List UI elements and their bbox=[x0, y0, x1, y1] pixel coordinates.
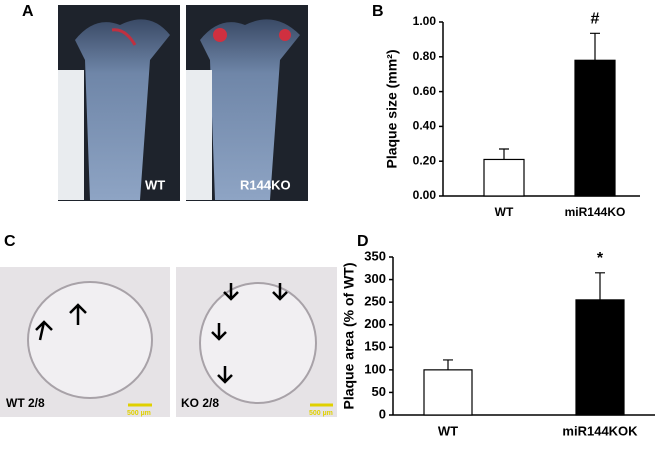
scale-label: 500 µm bbox=[127, 410, 151, 417]
y-axis-label: Plaque area (% of WT) bbox=[341, 262, 357, 409]
y-tick-label: 250 bbox=[364, 294, 386, 309]
y-tick-label: 0.20 bbox=[413, 153, 437, 167]
bar bbox=[574, 59, 616, 197]
y-tick-label: 150 bbox=[364, 339, 386, 354]
panel-label: A bbox=[22, 3, 34, 20]
panel-label: D bbox=[357, 233, 369, 250]
image-label: WT 2/8 bbox=[6, 396, 45, 410]
y-tick-label: 200 bbox=[364, 316, 386, 331]
section-ko bbox=[176, 267, 337, 417]
scale-label: 500 µm bbox=[309, 410, 333, 417]
x-tick-label: miR144KOK bbox=[562, 423, 638, 438]
y-tick-label: 300 bbox=[364, 271, 386, 286]
panel-label: C bbox=[4, 233, 16, 250]
significance-mark: * bbox=[597, 250, 604, 267]
panel-label: B bbox=[372, 3, 384, 20]
bar bbox=[423, 369, 473, 416]
image-label: KO 2/8 bbox=[181, 396, 219, 410]
y-tick-label: 0.60 bbox=[413, 84, 437, 98]
x-tick-label: WT bbox=[495, 205, 514, 219]
error-bar bbox=[590, 32, 600, 61]
error-bar bbox=[595, 272, 605, 300]
y-tick-label: 1.00 bbox=[413, 14, 437, 28]
photo-wt bbox=[58, 5, 180, 201]
photo-ko bbox=[186, 5, 308, 201]
error-bar bbox=[443, 359, 453, 370]
y-axis-label: Plaque size (mm²) bbox=[384, 49, 400, 168]
y-tick-label: 0.80 bbox=[413, 49, 437, 63]
y-tick-label: 0.00 bbox=[413, 188, 437, 202]
image-label: WT bbox=[145, 177, 165, 192]
significance-mark: # bbox=[591, 11, 600, 28]
section-wt bbox=[0, 267, 170, 417]
y-tick-label: 0 bbox=[379, 406, 386, 421]
y-tick-label: 50 bbox=[372, 384, 386, 399]
y-tick-label: 100 bbox=[364, 361, 386, 376]
bar bbox=[483, 158, 525, 197]
bar bbox=[575, 299, 625, 416]
x-tick-label: WT bbox=[438, 423, 458, 438]
y-tick-label: 350 bbox=[364, 248, 386, 263]
y-tick-label: 0.40 bbox=[413, 119, 437, 133]
image-label: R144KO bbox=[240, 177, 291, 192]
error-bar bbox=[499, 148, 509, 160]
x-tick-label: miR144KO bbox=[565, 205, 626, 219]
